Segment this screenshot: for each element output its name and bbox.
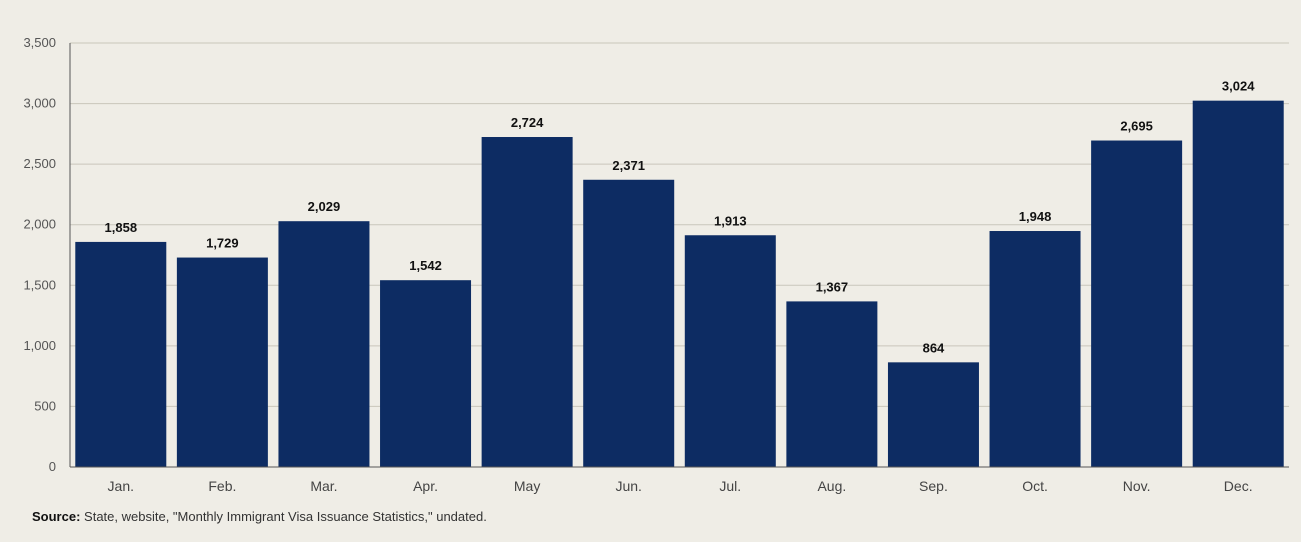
data-label: 3,024: [1222, 79, 1255, 94]
bar: [684, 235, 776, 467]
data-label: 2,724: [511, 115, 544, 130]
x-tick-label: May: [514, 478, 540, 494]
source-text: State, website, "Monthly Immigrant Visa …: [84, 509, 487, 524]
bar: [481, 137, 573, 468]
data-label: 1,542: [409, 258, 442, 273]
data-label: 864: [923, 340, 945, 355]
x-tick-label: Jun.: [615, 478, 641, 494]
y-tick-label: 3,000: [23, 96, 56, 111]
x-tick-label: Jan.: [108, 478, 134, 494]
y-tick-label: 3,500: [23, 35, 56, 50]
bar: [1192, 100, 1284, 467]
y-tick-label: 1,000: [23, 338, 56, 353]
source-label: Source:: [32, 509, 81, 524]
bar: [583, 179, 675, 468]
data-label: 2,371: [612, 158, 645, 173]
bar: [1091, 140, 1183, 467]
bar: [380, 280, 472, 467]
bar: [176, 257, 268, 467]
data-label: 1,367: [816, 279, 849, 294]
x-tick-label: Nov.: [1123, 478, 1151, 494]
bar: [75, 241, 167, 467]
bar: [786, 301, 878, 467]
data-label: 2,695: [1120, 119, 1153, 134]
y-tick-label: 2,000: [23, 217, 56, 232]
x-tick-label: Mar.: [310, 478, 337, 494]
bar: [278, 221, 370, 467]
x-tick-label: Sep.: [919, 478, 948, 494]
x-tick-label: Apr.: [413, 478, 438, 494]
x-tick-label: Feb.: [208, 478, 236, 494]
data-label: 1,913: [714, 213, 747, 228]
x-tick-label: Oct.: [1022, 478, 1048, 494]
x-tick-label: Aug.: [817, 478, 846, 494]
y-tick-label: 1,500: [23, 277, 56, 292]
source-note: Source: State, website, "Monthly Immigra…: [32, 509, 487, 524]
y-tick-label: 0: [49, 459, 56, 474]
x-tick-label: Dec.: [1224, 478, 1253, 494]
data-label: 1,729: [206, 236, 239, 251]
data-label: 1,858: [105, 220, 138, 235]
y-tick-label: 2,500: [23, 156, 56, 171]
bar: [887, 362, 979, 467]
y-tick-label: 500: [34, 398, 56, 413]
bar: [989, 231, 1081, 467]
data-label: 1,948: [1019, 209, 1052, 224]
x-tick-label: Jul.: [719, 478, 741, 494]
data-label: 2,029: [308, 199, 341, 214]
